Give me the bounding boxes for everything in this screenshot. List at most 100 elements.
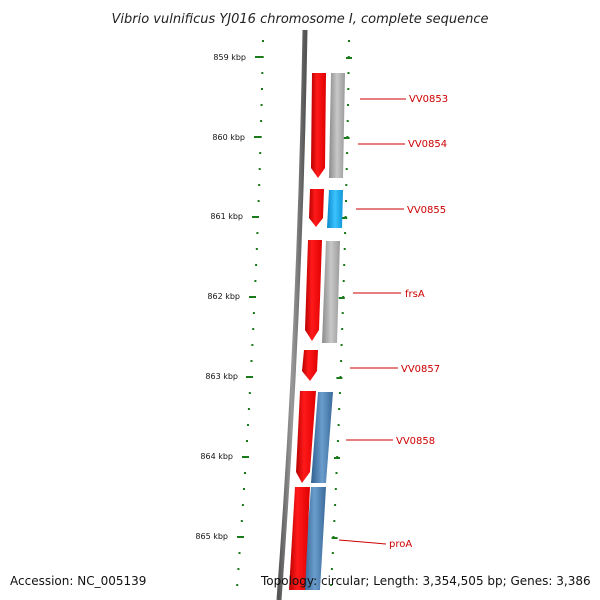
- gene-label[interactable]: VV0855: [407, 205, 446, 216]
- track-dot: [260, 120, 263, 122]
- track-dot: [338, 408, 341, 410]
- feature-proA[interactable]: [303, 487, 326, 590]
- track-dot: [236, 584, 239, 586]
- track-dot: [343, 248, 346, 250]
- ruler-tick-label: 859 kbp: [213, 53, 246, 62]
- gene-arrow-vv0855[interactable]: [309, 189, 324, 227]
- track-dot: [341, 312, 344, 314]
- track-dot: [346, 120, 349, 122]
- gene-arrow-vv0857[interactable]: [302, 350, 318, 381]
- genome-backbone: [276, 29, 308, 600]
- gene-label[interactable]: proA: [389, 539, 412, 550]
- track-dash: [336, 377, 343, 379]
- feature-frsA[interactable]: [322, 241, 340, 343]
- ruler-tick-label: 862 kbp: [207, 292, 240, 301]
- track-dot: [252, 312, 255, 314]
- track-dot: [251, 344, 254, 346]
- ruler-tick-label: 864 kbp: [200, 452, 233, 461]
- gene-arrow-vv0858[interactable]: [296, 391, 316, 483]
- track-dot: [347, 72, 350, 74]
- track-dot: [337, 424, 340, 426]
- track-dot: [241, 504, 244, 506]
- track-dot: [261, 72, 264, 74]
- accession-text: Accession: NC_005139: [10, 574, 147, 588]
- feature-vv0855[interactable]: [327, 190, 343, 228]
- track-dot: [248, 392, 251, 394]
- gene-label[interactable]: VV0858: [396, 436, 435, 447]
- track-dot: [252, 328, 255, 330]
- track-dot: [343, 264, 346, 266]
- ruler-tick-label: 863 kbp: [205, 372, 238, 381]
- gene-arrow-frsA[interactable]: [305, 240, 322, 341]
- track-dot: [335, 472, 338, 474]
- track-dash: [334, 457, 340, 459]
- dot-tracks: [236, 40, 352, 586]
- topology-summary: Topology: circular; Length: 3,354,505 bp…: [261, 574, 591, 588]
- track-dot: [344, 232, 347, 234]
- track-dot: [247, 424, 249, 426]
- track-dot: [246, 440, 248, 442]
- feature-vv0858[interactable]: [311, 392, 333, 483]
- gene-arrow-vv0853[interactable]: [311, 73, 326, 178]
- map-title: Vibrio vulnificus YJ016 chromosome I, co…: [111, 12, 488, 27]
- track-dot: [334, 504, 337, 506]
- track-dash: [338, 297, 345, 299]
- track-dot: [262, 40, 264, 42]
- ruler: 859 kbp 860 kbp 861 kbp 862 kbp 863 kbp …: [195, 53, 262, 541]
- track-dot: [240, 520, 243, 522]
- track-dot: [336, 440, 339, 442]
- track-dot: [259, 152, 262, 154]
- track-dot: [244, 472, 246, 474]
- track-dot: [237, 568, 240, 570]
- track-dot: [255, 248, 258, 250]
- track-dot: [347, 88, 350, 90]
- track-dash: [331, 537, 338, 539]
- track-dot: [238, 552, 241, 554]
- gene-label[interactable]: VV0857: [401, 364, 440, 375]
- track-dot: [258, 168, 261, 170]
- track-dot: [346, 152, 349, 154]
- track-dash: [343, 137, 350, 139]
- track-dot: [340, 344, 343, 346]
- gene-labels: VV0853 VV0854 VV0855 frsA VV0857 VV0858 …: [338, 94, 448, 550]
- track-dot: [257, 200, 260, 202]
- gene-leader-line: [338, 539, 387, 545]
- gene-track: [289, 73, 326, 590]
- track-dot: [247, 408, 250, 410]
- track-dash: [341, 217, 348, 219]
- track-dot: [348, 40, 350, 42]
- track-dot: [255, 264, 258, 266]
- track-dot: [334, 488, 337, 490]
- track-dot: [258, 184, 261, 186]
- track-dot: [254, 280, 257, 282]
- track-dot: [345, 200, 347, 202]
- track-dot: [338, 392, 341, 394]
- track-dot: [342, 280, 345, 282]
- gene-arrow-proA[interactable]: [289, 487, 310, 590]
- ruler-tick-label: 860 kbp: [212, 133, 245, 142]
- track-dot: [341, 328, 344, 330]
- track-dot: [260, 104, 263, 106]
- ruler-tick-label: 865 kbp: [195, 532, 228, 541]
- track-dot: [330, 568, 333, 570]
- track-dot: [243, 488, 245, 490]
- track-dot: [345, 168, 348, 170]
- track-dot: [330, 584, 333, 586]
- track-dot: [256, 232, 259, 234]
- track-dot: [347, 104, 349, 106]
- feature-vv0853[interactable]: [329, 73, 345, 178]
- track-dot: [250, 360, 253, 362]
- track-dot: [261, 56, 264, 58]
- track-dot: [333, 520, 336, 522]
- feature-track: [303, 73, 345, 590]
- gene-label[interactable]: VV0853: [409, 94, 448, 105]
- track-dot: [331, 552, 334, 554]
- gene-label[interactable]: frsA: [405, 289, 425, 300]
- track-dot: [345, 184, 348, 186]
- ruler-tick-label: 861 kbp: [210, 212, 243, 221]
- track-dash: [346, 57, 352, 59]
- gene-label[interactable]: VV0854: [408, 139, 447, 150]
- track-dot: [261, 88, 263, 90]
- track-dot: [340, 360, 343, 362]
